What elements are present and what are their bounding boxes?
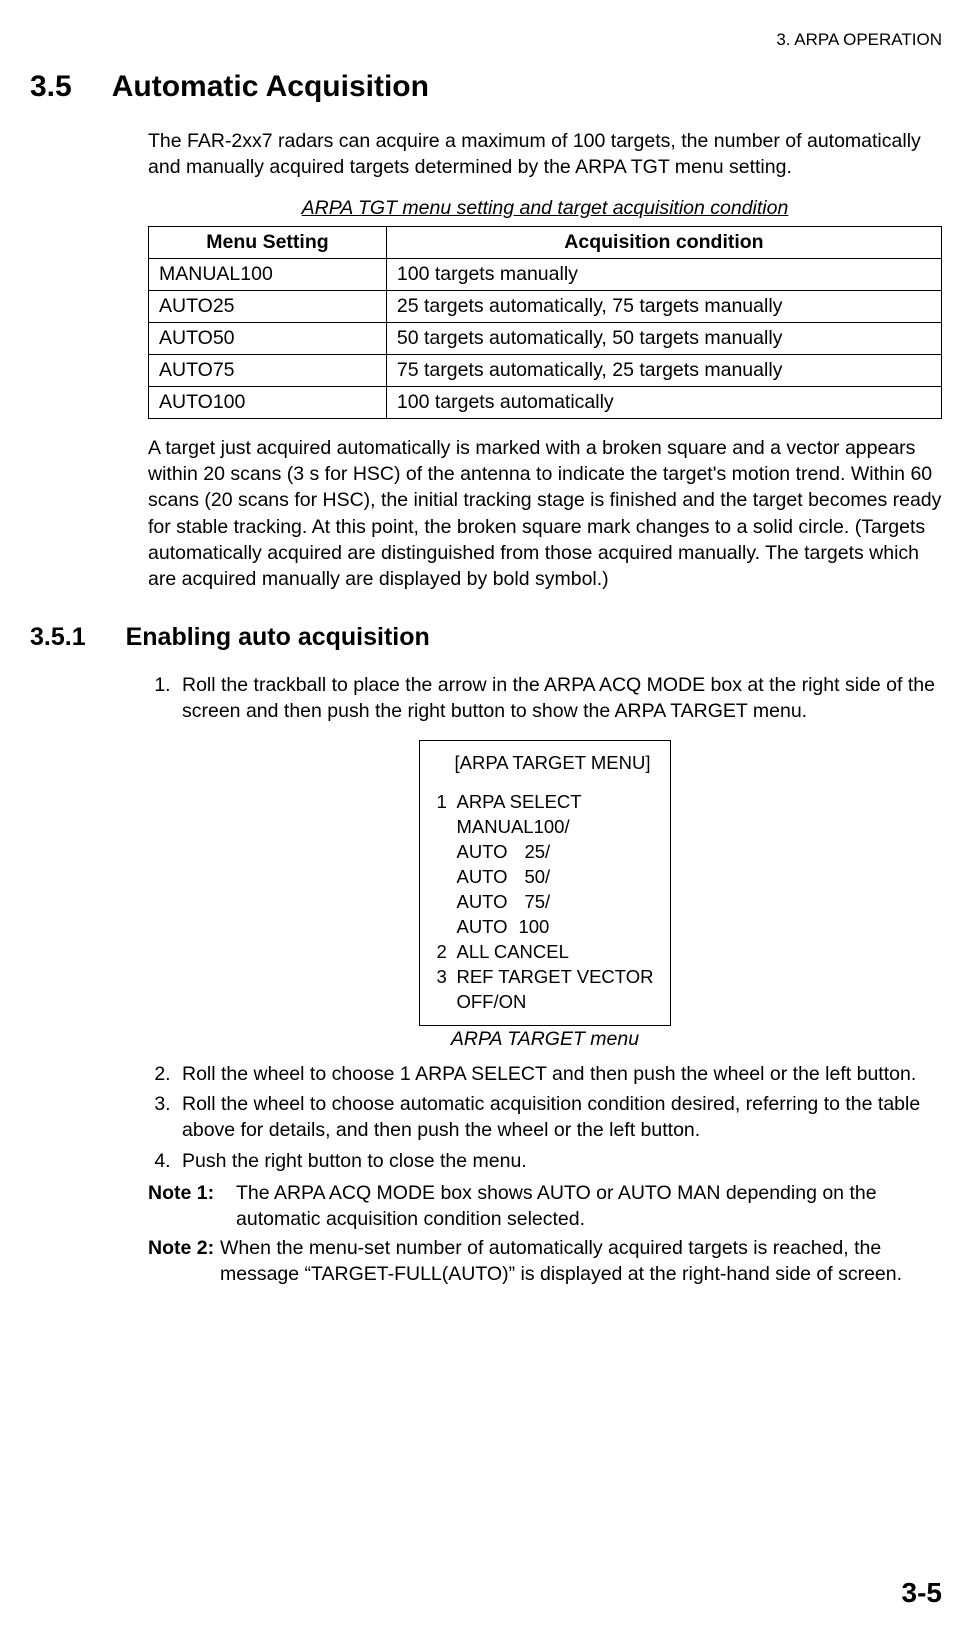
table-cell: AUTO25 [149, 290, 387, 322]
notes-section: Note 1: The ARPA ACQ MODE box shows AUTO… [148, 1180, 942, 1287]
menu-option-left: MANUAL100/ [456, 815, 566, 840]
menu-option-left: AUTO [456, 890, 524, 915]
table-cell: 75 targets automatically, 25 targets man… [386, 354, 941, 386]
table-row: AUTO100 100 targets automatically [149, 386, 942, 418]
step-item: Push the right button to close the menu. [176, 1148, 942, 1174]
steps-list: Roll the trackball to place the arrow in… [176, 672, 942, 725]
menu-item-label: REF TARGET VECTOR [456, 965, 653, 990]
table-row: AUTO25 25 targets automatically, 75 targ… [149, 290, 942, 322]
section-number: 3.5 [30, 70, 72, 104]
menu-title: [ARPA TARGET MENU] [454, 751, 653, 776]
menu-option: AUTO50/ [456, 865, 581, 890]
table-cell: 100 targets automatically [386, 386, 941, 418]
menu-box-container: [ARPA TARGET MENU] 1 ARPA SELECT MANUAL1… [148, 740, 942, 1026]
menu-item-content: ARPA SELECT MANUAL100/ AUTO25/ AUTO50/ A… [456, 790, 581, 940]
menu-caption: ARPA TARGET menu [148, 1028, 942, 1051]
menu-item: 3 REF TARGET VECTOR OFF/ON [436, 965, 653, 1015]
menu-item: 2 ALL CANCEL [436, 940, 653, 965]
menu-item-index: 2 [436, 940, 456, 965]
acquisition-table: Menu Setting Acquisition condition MANUA… [148, 226, 942, 419]
table-cell: AUTO100 [149, 386, 387, 418]
arpa-target-menu-box: [ARPA TARGET MENU] 1 ARPA SELECT MANUAL1… [419, 740, 670, 1026]
subsection-heading: 3.5.1 Enabling auto acquisition [30, 623, 942, 652]
menu-option-left: AUTO [456, 865, 524, 890]
after-table-paragraph: A target just acquired automatically is … [148, 435, 942, 593]
menu-option-left: AUTO [456, 840, 524, 865]
page-number: 3-5 [902, 1577, 942, 1609]
menu-option: AUTO75/ [456, 890, 581, 915]
table-cell: 50 targets automatically, 50 targets man… [386, 322, 941, 354]
table-header-cell: Acquisition condition [386, 226, 941, 258]
menu-option: AUTO100 [456, 915, 581, 940]
menu-option: AUTO25/ [456, 840, 581, 865]
menu-option-left: AUTO [456, 915, 518, 940]
menu-option: MANUAL100/ [456, 815, 581, 840]
menu-option-right: 100 [518, 915, 549, 940]
menu-item: 1 ARPA SELECT MANUAL100/ AUTO25/ AUTO50/… [436, 790, 653, 940]
menu-item-index: 1 [436, 790, 456, 940]
step-item: Roll the wheel to choose automatic acqui… [176, 1091, 942, 1144]
menu-option-right: 50/ [524, 865, 550, 890]
table-caption: ARPA TGT menu setting and target acquisi… [148, 197, 942, 220]
section-title-text: Automatic Acquisition [112, 70, 429, 104]
menu-option-right: 75/ [524, 890, 550, 915]
table-header-cell: Menu Setting [149, 226, 387, 258]
step-item: Roll the trackball to place the arrow in… [176, 672, 942, 725]
menu-option-right: 25/ [524, 840, 550, 865]
table-cell: 100 targets manually [386, 258, 941, 290]
chapter-header: 3. ARPA OPERATION [30, 30, 942, 50]
section-heading: 3.5 Automatic Acquisition [30, 70, 942, 104]
menu-item-index: 3 [436, 965, 456, 1015]
note-label: Note 2: [148, 1235, 220, 1288]
note: Note 2: When the menu-set number of auto… [148, 1235, 942, 1288]
table-header-row: Menu Setting Acquisition condition [149, 226, 942, 258]
menu-item-sub: OFF/ON [456, 990, 653, 1015]
table-cell: AUTO50 [149, 322, 387, 354]
steps-list-continued: Roll the wheel to choose 1 ARPA SELECT a… [176, 1061, 942, 1174]
menu-item-label: ALL CANCEL [456, 940, 568, 965]
note-text: When the menu-set number of automaticall… [220, 1235, 942, 1288]
menu-item-content: REF TARGET VECTOR OFF/ON [456, 965, 653, 1015]
note: Note 1: The ARPA ACQ MODE box shows AUTO… [148, 1180, 942, 1233]
subsection-number: 3.5.1 [30, 623, 86, 652]
step-item: Roll the wheel to choose 1 ARPA SELECT a… [176, 1061, 942, 1087]
note-label: Note 1: [148, 1180, 230, 1233]
menu-item-label: ARPA SELECT [456, 790, 581, 815]
subsection-title-text: Enabling auto acquisition [126, 623, 430, 652]
table-row: AUTO75 75 targets automatically, 25 targ… [149, 354, 942, 386]
table-cell: MANUAL100 [149, 258, 387, 290]
table-row: MANUAL100 100 targets manually [149, 258, 942, 290]
table-cell: 25 targets automatically, 75 targets man… [386, 290, 941, 322]
table-cell: AUTO75 [149, 354, 387, 386]
table-row: AUTO50 50 targets automatically, 50 targ… [149, 322, 942, 354]
note-text: The ARPA ACQ MODE box shows AUTO or AUTO… [236, 1180, 942, 1233]
section-intro: The FAR-2xx7 radars can acquire a maximu… [148, 128, 942, 181]
